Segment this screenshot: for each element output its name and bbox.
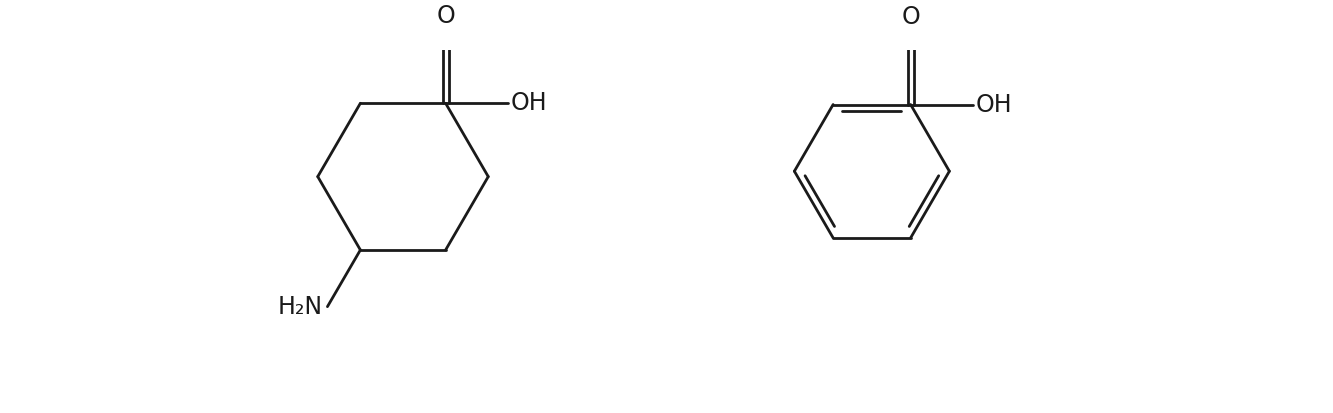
Text: O: O: [901, 5, 920, 29]
Text: H₂N: H₂N: [277, 294, 323, 319]
Text: OH: OH: [976, 93, 1012, 116]
Text: OH: OH: [511, 91, 548, 115]
Text: O: O: [436, 4, 455, 28]
